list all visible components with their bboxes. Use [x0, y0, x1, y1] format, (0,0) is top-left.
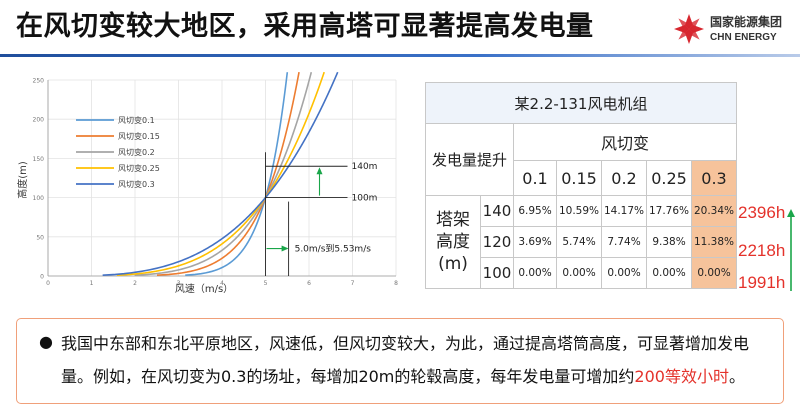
height-140-label: 140m [352, 162, 378, 172]
legend-label: 风切变0.25 [118, 163, 160, 173]
x-tick-label: 7 [351, 280, 355, 287]
x-tick-label: 0 [46, 280, 50, 287]
y-tick-label: 0 [40, 274, 44, 281]
side-label-line: (m) [438, 254, 468, 274]
chart-series [102, 71, 339, 277]
x-tick-label: 5 [264, 280, 268, 287]
speed-change-label: 5.0m/s到5.53m/s [295, 243, 372, 255]
y-tick-label: 50 [36, 234, 44, 241]
table-cell: 7.74% [601, 226, 647, 258]
wind-profile-chart: 0 50 100 150 200 250 0 1 2 3 4 5 6 7 8 140m 100m 5.0m/s到… [14, 70, 414, 306]
table-cell: 0.00% [513, 257, 557, 289]
x-tick-label: 6 [307, 280, 311, 287]
chart-legend: 风切变0.1 风切变0.15 风切变0.2 风切变0.25 风切变0.3 [76, 115, 160, 189]
table-cell: 0.00% [646, 257, 692, 289]
chn-energy-logo-icon [674, 14, 704, 44]
x-tick-label: 4 [220, 280, 224, 287]
row-height: 120 [480, 226, 514, 258]
generation-increase-table: 某2.2-131风电机组 发电量提升 风切变 0.1 0.15 0.2 0.25… [425, 82, 737, 289]
annual-hours-column: 2396h 2218h 1991h [738, 203, 800, 303]
table-cell: 9.38% [646, 226, 692, 258]
table-cell: 14.17% [601, 195, 647, 227]
y-tick-label: 250 [33, 78, 45, 85]
x-tick-label: 3 [177, 280, 181, 287]
table-cell-highlight: 0.00% [691, 257, 737, 289]
note-highlight: 200等效小时 [634, 367, 729, 386]
shear-col-header: 0.1 [513, 160, 557, 196]
chart-axes: 0 50 100 150 200 250 0 1 2 3 4 5 6 7 8 [33, 78, 399, 288]
row-height: 140 [480, 195, 514, 227]
header-divider [0, 54, 800, 57]
side-label-line: 塔架 [436, 210, 470, 230]
company-logo: 国家能源集团 CHN ENERGY [672, 10, 796, 50]
legend-label: 风切变0.3 [118, 179, 155, 189]
table-corner-label: 发电量提升 [425, 123, 514, 196]
shear-header: 风切变 [513, 123, 737, 161]
x-axis-title: 风速（m/s） [175, 283, 233, 295]
shear-col-header: 0.3 [691, 160, 737, 196]
shear-col-header: 0.15 [556, 160, 602, 196]
increase-arrow-icon [787, 209, 795, 291]
y-tick-label: 200 [33, 117, 45, 124]
legend-label: 风切变0.15 [118, 131, 160, 141]
side-label-line: 高度 [436, 232, 470, 252]
chart-background [14, 70, 414, 306]
logo-chinese-name: 国家能源集团 [710, 15, 783, 29]
tower-height-label: 塔架 高度 (m) [425, 195, 481, 289]
table-cell: 10.59% [556, 195, 602, 227]
shear-col-header: 0.25 [646, 160, 692, 196]
row-height: 100 [480, 257, 514, 289]
bullet-icon: ● [39, 332, 53, 351]
y-axis-title: 高度(m) [16, 161, 29, 199]
table-cell: 3.69% [513, 226, 557, 258]
series-line [185, 72, 289, 277]
series-line [156, 72, 300, 277]
legend-label: 风切变0.1 [118, 115, 155, 125]
y-tick-label: 100 [33, 195, 45, 202]
shear-col-header: 0.2 [601, 160, 647, 196]
note-body: 我国中东部和东北平原地区，风速低，但风切变较大，为此，通过提高塔筒高度，可显著增… [61, 334, 750, 386]
summary-note-text: 我国中东部和东北平原地区，风速低，但风切变较大，为此，通过提高塔筒高度，可显著增… [61, 327, 779, 393]
annual-hours-value: 2218h [738, 241, 786, 260]
annual-hours-value: 2396h [738, 203, 786, 222]
table-cell: 0.00% [556, 257, 602, 289]
x-tick-label: 8 [394, 280, 398, 287]
table-cell-highlight: 20.34% [691, 195, 737, 227]
y-tick-label: 150 [33, 156, 45, 163]
series-line [116, 71, 325, 277]
table-cell: 6.95% [513, 195, 557, 227]
chart-annotations: 140m 100m 5.0m/s到5.53m/s [265, 152, 378, 276]
table-cell: 17.76% [646, 195, 692, 227]
height-100-label: 100m [352, 194, 378, 204]
table-cell: 0.00% [601, 257, 647, 289]
x-tick-label: 1 [90, 280, 94, 287]
series-line [134, 71, 313, 277]
summary-note: ● 我国中东部和东北平原地区，风速低，但风切变较大，为此，通过提高塔筒高度，可显… [16, 318, 784, 404]
logo-english-name: CHN ENERGY [710, 32, 777, 43]
legend-label: 风切变0.2 [118, 147, 155, 157]
generation-table-container: 某2.2-131风电机组 发电量提升 风切变 0.1 0.15 0.2 0.25… [425, 82, 737, 289]
x-tick-label: 2 [133, 280, 137, 287]
table-title: 某2.2-131风电机组 [425, 82, 737, 124]
series-line [102, 71, 339, 277]
annual-hours-value: 1991h [738, 273, 786, 292]
note-end: 。 [728, 367, 745, 386]
table-cell-highlight: 11.38% [691, 226, 737, 258]
table-cell: 5.74% [556, 226, 602, 258]
speed-increase-arrow-icon [281, 245, 289, 252]
page-title: 在风切变较大地区，采用高塔可显著提高发电量 [16, 11, 594, 42]
height-increase-arrow-icon [316, 167, 323, 175]
